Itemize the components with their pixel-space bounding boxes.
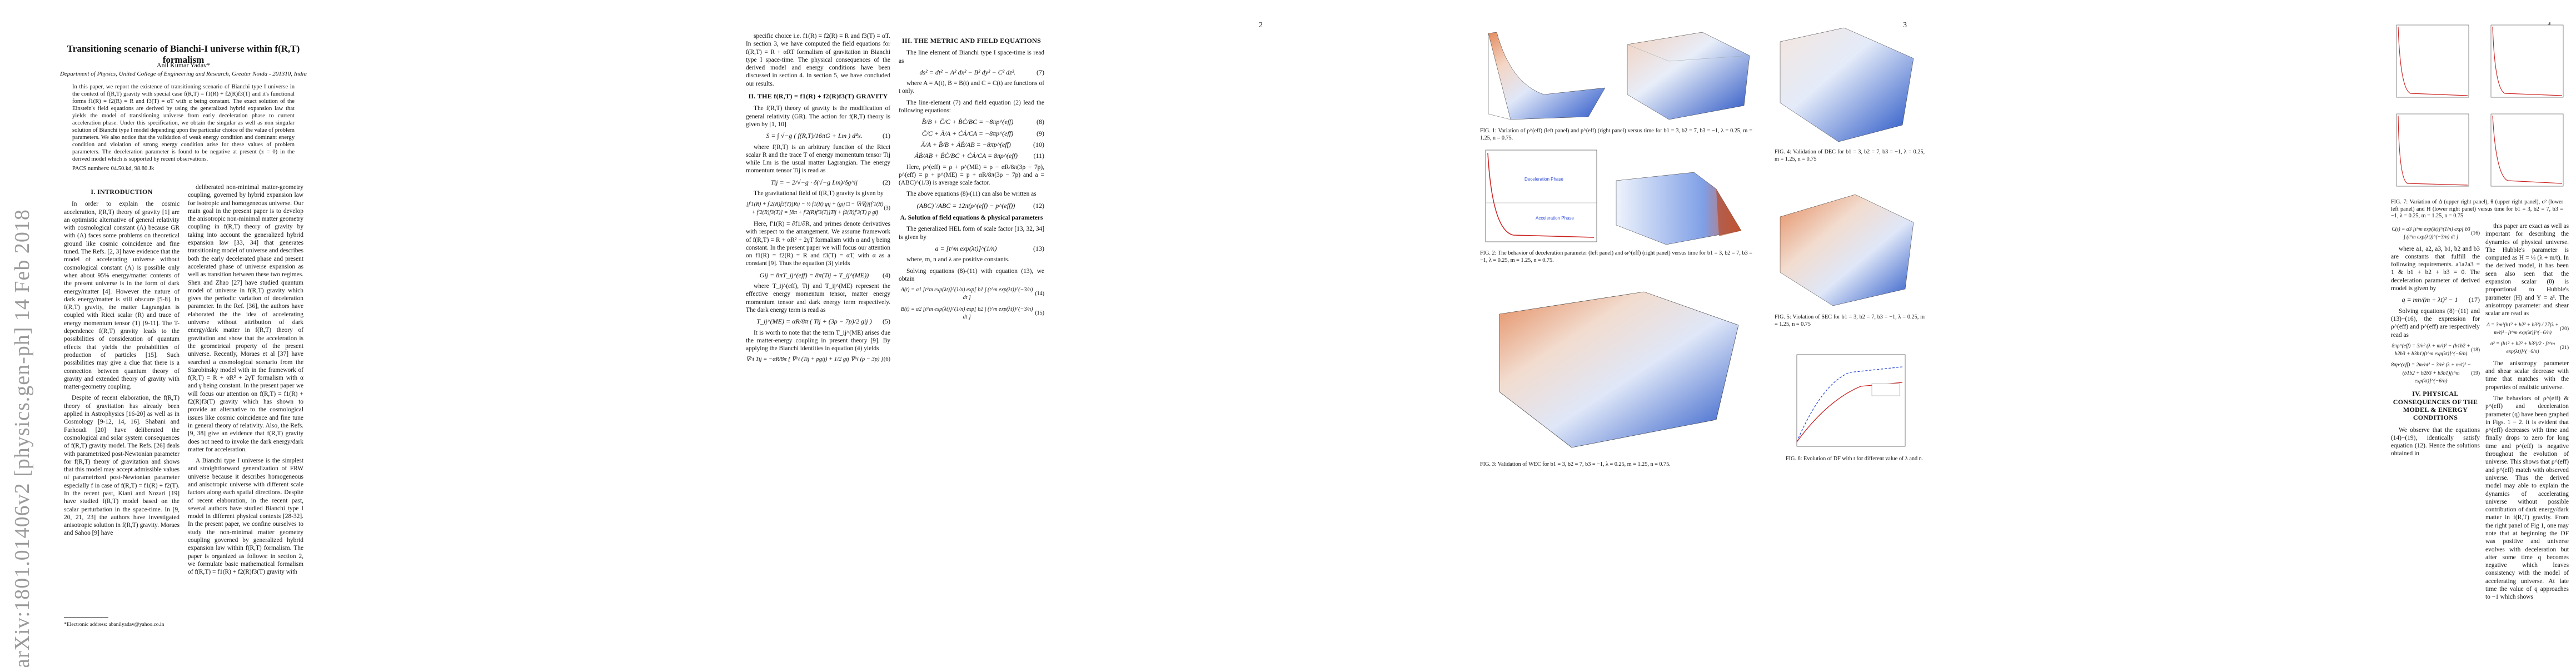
paragraph: specific choice i.e. f1(R) = f2(R) = R a…: [746, 33, 890, 87]
paragraph: A Bianchi type I universe is the simples…: [188, 457, 303, 576]
equation-6: ∇^i Tij = −αR/8π [ ∇^i (Tij + pgij) + 1/…: [746, 356, 890, 363]
paragraph: In order to explain the cosmic accelerat…: [64, 201, 180, 391]
equation-20: Δ = 3m²(b1² + b2² + b3²) / 27(λ + m/t)² …: [2487, 322, 2569, 336]
section-heading-introduction: I. INTRODUCTION: [91, 188, 153, 196]
affiliation: Department of Physics, United College of…: [59, 71, 307, 77]
abstract: In this paper, we report the existence o…: [72, 84, 295, 162]
equation-14: A(t) = a1 [t^m exp(λt)]^(1/n) exp[ b1 ∫ …: [900, 287, 1044, 301]
fig2-right-surface: [1616, 172, 1742, 245]
paper-page-2: 2 specific choice i.e. f1(R) = f2(R) = R…: [644, 0, 1288, 667]
paragraph: where A = A(t), B = B(t) and C = C(t) ar…: [899, 80, 1044, 95]
fig4-surface: [1780, 27, 1914, 142]
equation-12: (ABC)˙/ABC = 12π(ρ^(eff) − p^(eff)) (12): [916, 201, 1044, 210]
fig1-right-surface: [1627, 32, 1750, 120]
fig6-plot: [1796, 354, 1906, 447]
paragraph: The behaviors of ρ^(eff) & p^(eff) and d…: [2485, 395, 2569, 601]
section-heading-gravity: II. THE f(R,T) = f1(R) + f2(R)f3(T) GRAV…: [748, 92, 888, 101]
fig7-panel-2: [2490, 24, 2564, 98]
fig2-label-deceleration: Deceleration Phase: [1524, 177, 1563, 182]
paragraph: The above equations (8)-(11) can also be…: [906, 191, 1037, 198]
equation-2: Tij = − 2/√−g · δ(√−g Lm)/δg^ij (2): [770, 178, 890, 186]
fig1-left-surface: [1488, 32, 1606, 120]
author-name: Anil Kumar Yadav*: [156, 61, 211, 69]
equation-21: σ² = (b1² + b2² + b3²)/2 · [t^m exp(λt)]…: [2490, 341, 2569, 355]
fig4-caption: FIG. 4: Validation of DEC for b1 = 3, b2…: [1775, 149, 1925, 162]
fig7-panel-4: [2490, 113, 2564, 187]
fig5-caption: FIG. 5: Violation of SEC for b1 = 3, b2 …: [1775, 314, 1925, 327]
equation-1: S = ∫ √−g ( f(R,T)/16πG + Lm ) d⁴x. (1): [766, 132, 890, 140]
paragraph: The gravitational field of f(R,T) gravit…: [754, 190, 884, 197]
paper-page-1: arXiv:1801.01406v2 [physics.gen-ph] 14 F…: [0, 0, 644, 667]
paragraph: The generalized HEL form of scale factor…: [899, 226, 1044, 241]
equation-17: q = mn/(m + λt)² − 1 (17): [2401, 296, 2480, 304]
equation-5: T_ij^(ME) = αR/8π ( Tij + (3ρ − 7p)/2 gi…: [756, 317, 890, 326]
fig3-surface: [1499, 291, 1739, 448]
paragraph: deliberated non-minimal matter-geometry …: [188, 184, 303, 453]
paragraph: Here, f'1(R) = ∂f1/∂R, and primes denote…: [746, 220, 890, 267]
page2-column-right: III. THE METRIC AND FIELD EQUATIONS The …: [899, 32, 1044, 325]
footnote: *Electronic address: abanilyadav@yahoo.c…: [64, 621, 165, 628]
paragraph: where a1, a2, a3, b1, b2 and b3 are cons…: [2391, 245, 2480, 292]
paper-page-3: 3 FIG. 1: Variation of ρ^(eff) (left pan…: [1288, 0, 1932, 667]
section-heading-metric: III. THE METRIC AND FIELD EQUATIONS: [901, 37, 1042, 44]
page-number: 2: [1259, 21, 1263, 29]
paragraph: where f(R,T) is an arbitrary function of…: [746, 143, 890, 175]
paper-title: Transitioning scenario of Bianchi-I univ…: [67, 43, 300, 65]
equation-3: [f'1(R) + f'2(R)f3(T)]Rij − ½ f1(R) gij …: [746, 201, 890, 216]
paragraph: where T_ij^(eff), Tij and T_ij^(ME) repr…: [746, 283, 890, 313]
pacs-numbers: PACS numbers: 04.50.kd, 98.80.Jk: [72, 166, 155, 172]
subsection-heading-solution: A. Solution of field equations & physica…: [900, 215, 1043, 222]
paragraph: Here, ρ^(eff) = ρ + ρ^(ME) = ρ − αR/8π(3…: [899, 163, 1044, 187]
equation-7: ds² = dt² − A² dx² − B² dy² − C² dz². (7): [919, 68, 1044, 76]
fig7-caption: FIG. 7: Variation of Δ (upper right pane…: [2391, 199, 2563, 219]
equation-10: Ä/A + B̈/B + ȦḂ/AB = −8πp^(eff) (10): [921, 140, 1044, 148]
paragraph: The f(R,T) theory of gravity is the modi…: [746, 105, 890, 128]
paragraph: where, m, n and λ are positive constants…: [906, 256, 1010, 263]
paragraph: Solving equations (8)−(11) and (13)−(16)…: [2391, 307, 2480, 339]
page1-column-left: I. INTRODUCTION In order to explain the …: [64, 183, 180, 541]
paragraph: The line-element (7) and field equation …: [899, 99, 1044, 115]
paragraph: Despite of recent elaboration, the f(R,T…: [64, 395, 180, 537]
fig6-caption: FIG. 6: Evolution of DF with t for diffe…: [1786, 456, 1924, 462]
equation-19: 8πp^(eff) = 2m/nt² − 3/n² (λ + m/t)² − (…: [2391, 362, 2480, 385]
paragraph: We observe that the equations (14)−(19),…: [2391, 426, 2480, 457]
paragraph: It is worth to note that the term T_ij^(…: [746, 329, 890, 352]
paper-page-4: 4 FIG. 7: Variation of Δ (upper right pa…: [1932, 0, 2576, 667]
equation-4: Gij = 8πT_ij^(eff) = 8π(Tij + T_ij^(ME))…: [759, 271, 890, 279]
fig1-caption: FIG. 1: Variation of ρ^(eff) (left panel…: [1480, 128, 1752, 141]
equation-8: B̈/B + C̈/C + ḂĊ/BC = −8πp^(eff) (8): [921, 118, 1044, 126]
fig2-caption: FIG. 2: The behavior of deceleration par…: [1480, 250, 1752, 263]
section-heading-physical-consequences: IV. PHYSICAL CONSEQUENCES OF THE MODEL &…: [2393, 390, 2478, 422]
paragraph: this paper are exact as well as importan…: [2485, 223, 2569, 317]
equation-16: C(t) = a3 [t^m exp(λt)]^(1/n) exp[ b3 ∫ …: [2391, 227, 2480, 241]
paragraph: Solving equations (8)-(11) with equation…: [899, 267, 1044, 282]
fig7-panel-3: [2396, 113, 2469, 187]
page4-column-left: C(t) = a3 [t^m exp(λt)]^(1/n) exp[ b3 ∫ …: [2391, 222, 2480, 461]
arxiv-stamp: arXiv:1801.01406v2 [physics.gen-ph] 14 F…: [11, 209, 34, 667]
fig5-surface: [1780, 194, 1914, 306]
footnote-rule: [64, 617, 108, 618]
equation-15: B(t) = a2 [t^m exp(λt)]^(1/n) exp[ b2 ∫ …: [900, 306, 1044, 321]
paragraph: The anisotropy parameter and shear scala…: [2485, 360, 2569, 391]
equation-9: C̈/C + Ä/A + ĊȦ/CA = −8πp^(eff) (9): [921, 129, 1044, 137]
equation-13: a = [t^m exp(λt)]^(1/n) (13): [935, 244, 1044, 252]
equation-11: ȦḂ/AB + ḂĊ/BC + ĊȦ/CA = 8πρ^(eff) (11): [914, 152, 1044, 160]
equation-18: 8πρ^(eff) = 3/n² (λ + m/t)² − (b1b2 + b2…: [2391, 343, 2480, 357]
paragraph: The line element of Bianchi type I space…: [899, 49, 1044, 64]
page4-column-right: this paper are exact as well as importan…: [2485, 222, 2569, 605]
fig3-caption: FIG. 3: Validation of WEC for b1 = 3, b2…: [1480, 461, 1671, 467]
page-number: 3: [1903, 21, 1907, 29]
fig2-label-acceleration: Acceleration Phase: [1536, 216, 1574, 221]
page1-column-right: deliberated non-minimal matter-geometry …: [188, 183, 303, 580]
fig7-panel-1: [2396, 24, 2469, 98]
fig2-left-plot: Deceleration Phase Acceleration Phase: [1485, 150, 1597, 242]
